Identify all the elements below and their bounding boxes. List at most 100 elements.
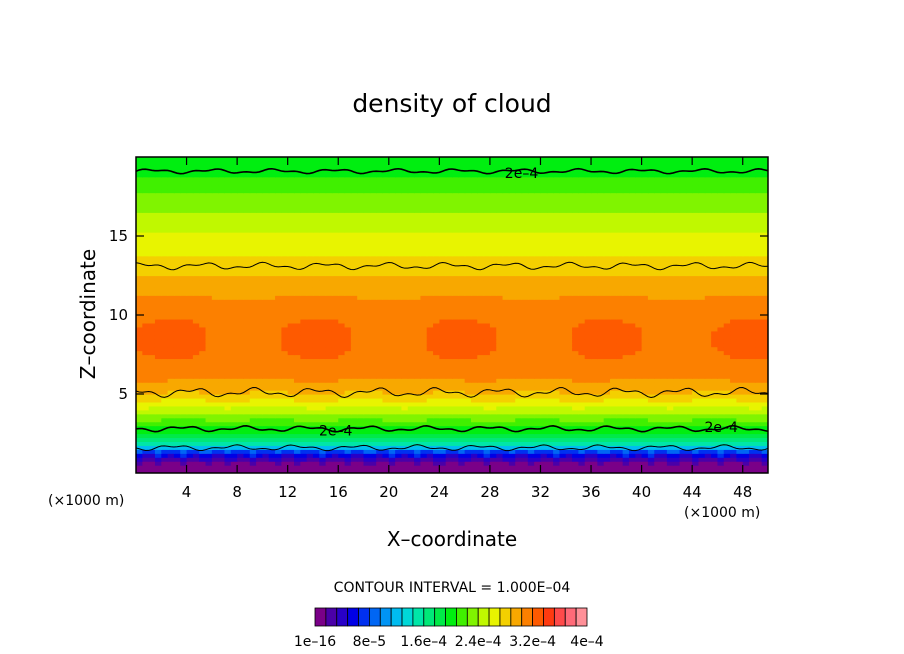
field-cell (483, 405, 491, 411)
field-cell (698, 429, 706, 435)
field-cell (199, 311, 207, 316)
field-cell (666, 307, 674, 312)
field-cell (704, 425, 712, 431)
field-cell (180, 405, 188, 411)
field-cell (666, 469, 674, 473)
field-cell (717, 342, 725, 348)
field-cell (679, 315, 687, 320)
field-cell (496, 358, 504, 363)
field-cell (148, 362, 156, 367)
field-cell (584, 315, 592, 320)
field-cell (597, 433, 605, 439)
field-cell (287, 397, 295, 403)
field-cell (211, 401, 219, 407)
field-cell (477, 311, 485, 316)
field-cell (401, 311, 409, 316)
field-cell (331, 330, 339, 336)
field-cell (414, 307, 421, 312)
field-cell (237, 295, 245, 300)
field-cell (508, 283, 516, 288)
field-cell (717, 469, 725, 473)
field-cell (161, 275, 169, 281)
field-cell (414, 417, 421, 423)
field-cell (395, 279, 403, 284)
field-cell (338, 287, 346, 292)
field-cell (458, 366, 466, 371)
field-cell (268, 295, 276, 300)
field-cell (205, 362, 213, 367)
field-cell (186, 453, 194, 458)
field-cell (470, 445, 478, 450)
field-cell (281, 330, 289, 336)
field-cell (565, 370, 573, 375)
field-cell (319, 283, 327, 288)
field-cell (331, 287, 339, 292)
field-cell (723, 350, 731, 356)
field-cell (395, 425, 403, 431)
field-cell (268, 275, 276, 281)
field-cell (521, 401, 529, 407)
field-cell (243, 330, 251, 336)
field-cell (477, 465, 485, 470)
field-cell (376, 441, 384, 446)
field-cell (553, 421, 561, 427)
field-cell (717, 330, 725, 336)
field-cell (553, 311, 561, 316)
field-cell (742, 334, 750, 340)
field-cell (439, 366, 447, 371)
field-cell (704, 354, 712, 360)
field-cell (761, 358, 768, 363)
field-cell (218, 461, 226, 466)
field-cell (262, 330, 270, 336)
field-cell (660, 465, 668, 470)
field-cell (717, 378, 725, 383)
field-cell (603, 461, 611, 466)
field-cell (344, 315, 352, 320)
field-cell (350, 401, 358, 407)
field-cell (154, 315, 162, 320)
field-cell (407, 291, 415, 296)
field-cell (521, 378, 529, 383)
field-cell (527, 287, 535, 292)
field-cell (660, 409, 668, 415)
field-cell (357, 362, 365, 367)
field-cell (357, 311, 365, 316)
field-cell (294, 374, 301, 379)
field-cell (357, 338, 365, 344)
field-cell (477, 307, 485, 312)
field-cell (395, 318, 403, 324)
field-cell (647, 338, 655, 344)
field-cell (331, 291, 339, 296)
field-cell (262, 334, 270, 340)
field-cell (730, 334, 737, 340)
field-cell (275, 338, 282, 344)
field-cell (452, 441, 459, 446)
field-cell (268, 299, 276, 304)
field-cell (363, 429, 371, 435)
field-cell (628, 425, 636, 431)
field-cell (154, 461, 162, 466)
field-cell (704, 417, 712, 423)
field-cell (433, 291, 440, 296)
field-cell (439, 291, 447, 296)
field-cell (628, 421, 636, 427)
field-cell (673, 382, 681, 387)
field-cell (515, 354, 523, 360)
field-cell (420, 394, 428, 399)
field-cell (180, 437, 188, 442)
field-cell (749, 291, 756, 296)
field-cell (319, 315, 327, 320)
field-cell (230, 330, 238, 336)
field-cell (647, 374, 655, 379)
field-cell (591, 401, 598, 407)
field-cell (464, 421, 472, 427)
field-cell (527, 386, 535, 391)
field-cell (439, 370, 447, 375)
field-cell (553, 445, 561, 450)
field-cell (142, 362, 150, 367)
field-cell (344, 303, 352, 308)
field-cell (603, 378, 611, 383)
field-cell (641, 283, 649, 288)
field-cell (704, 465, 712, 470)
field-cell (426, 303, 434, 308)
